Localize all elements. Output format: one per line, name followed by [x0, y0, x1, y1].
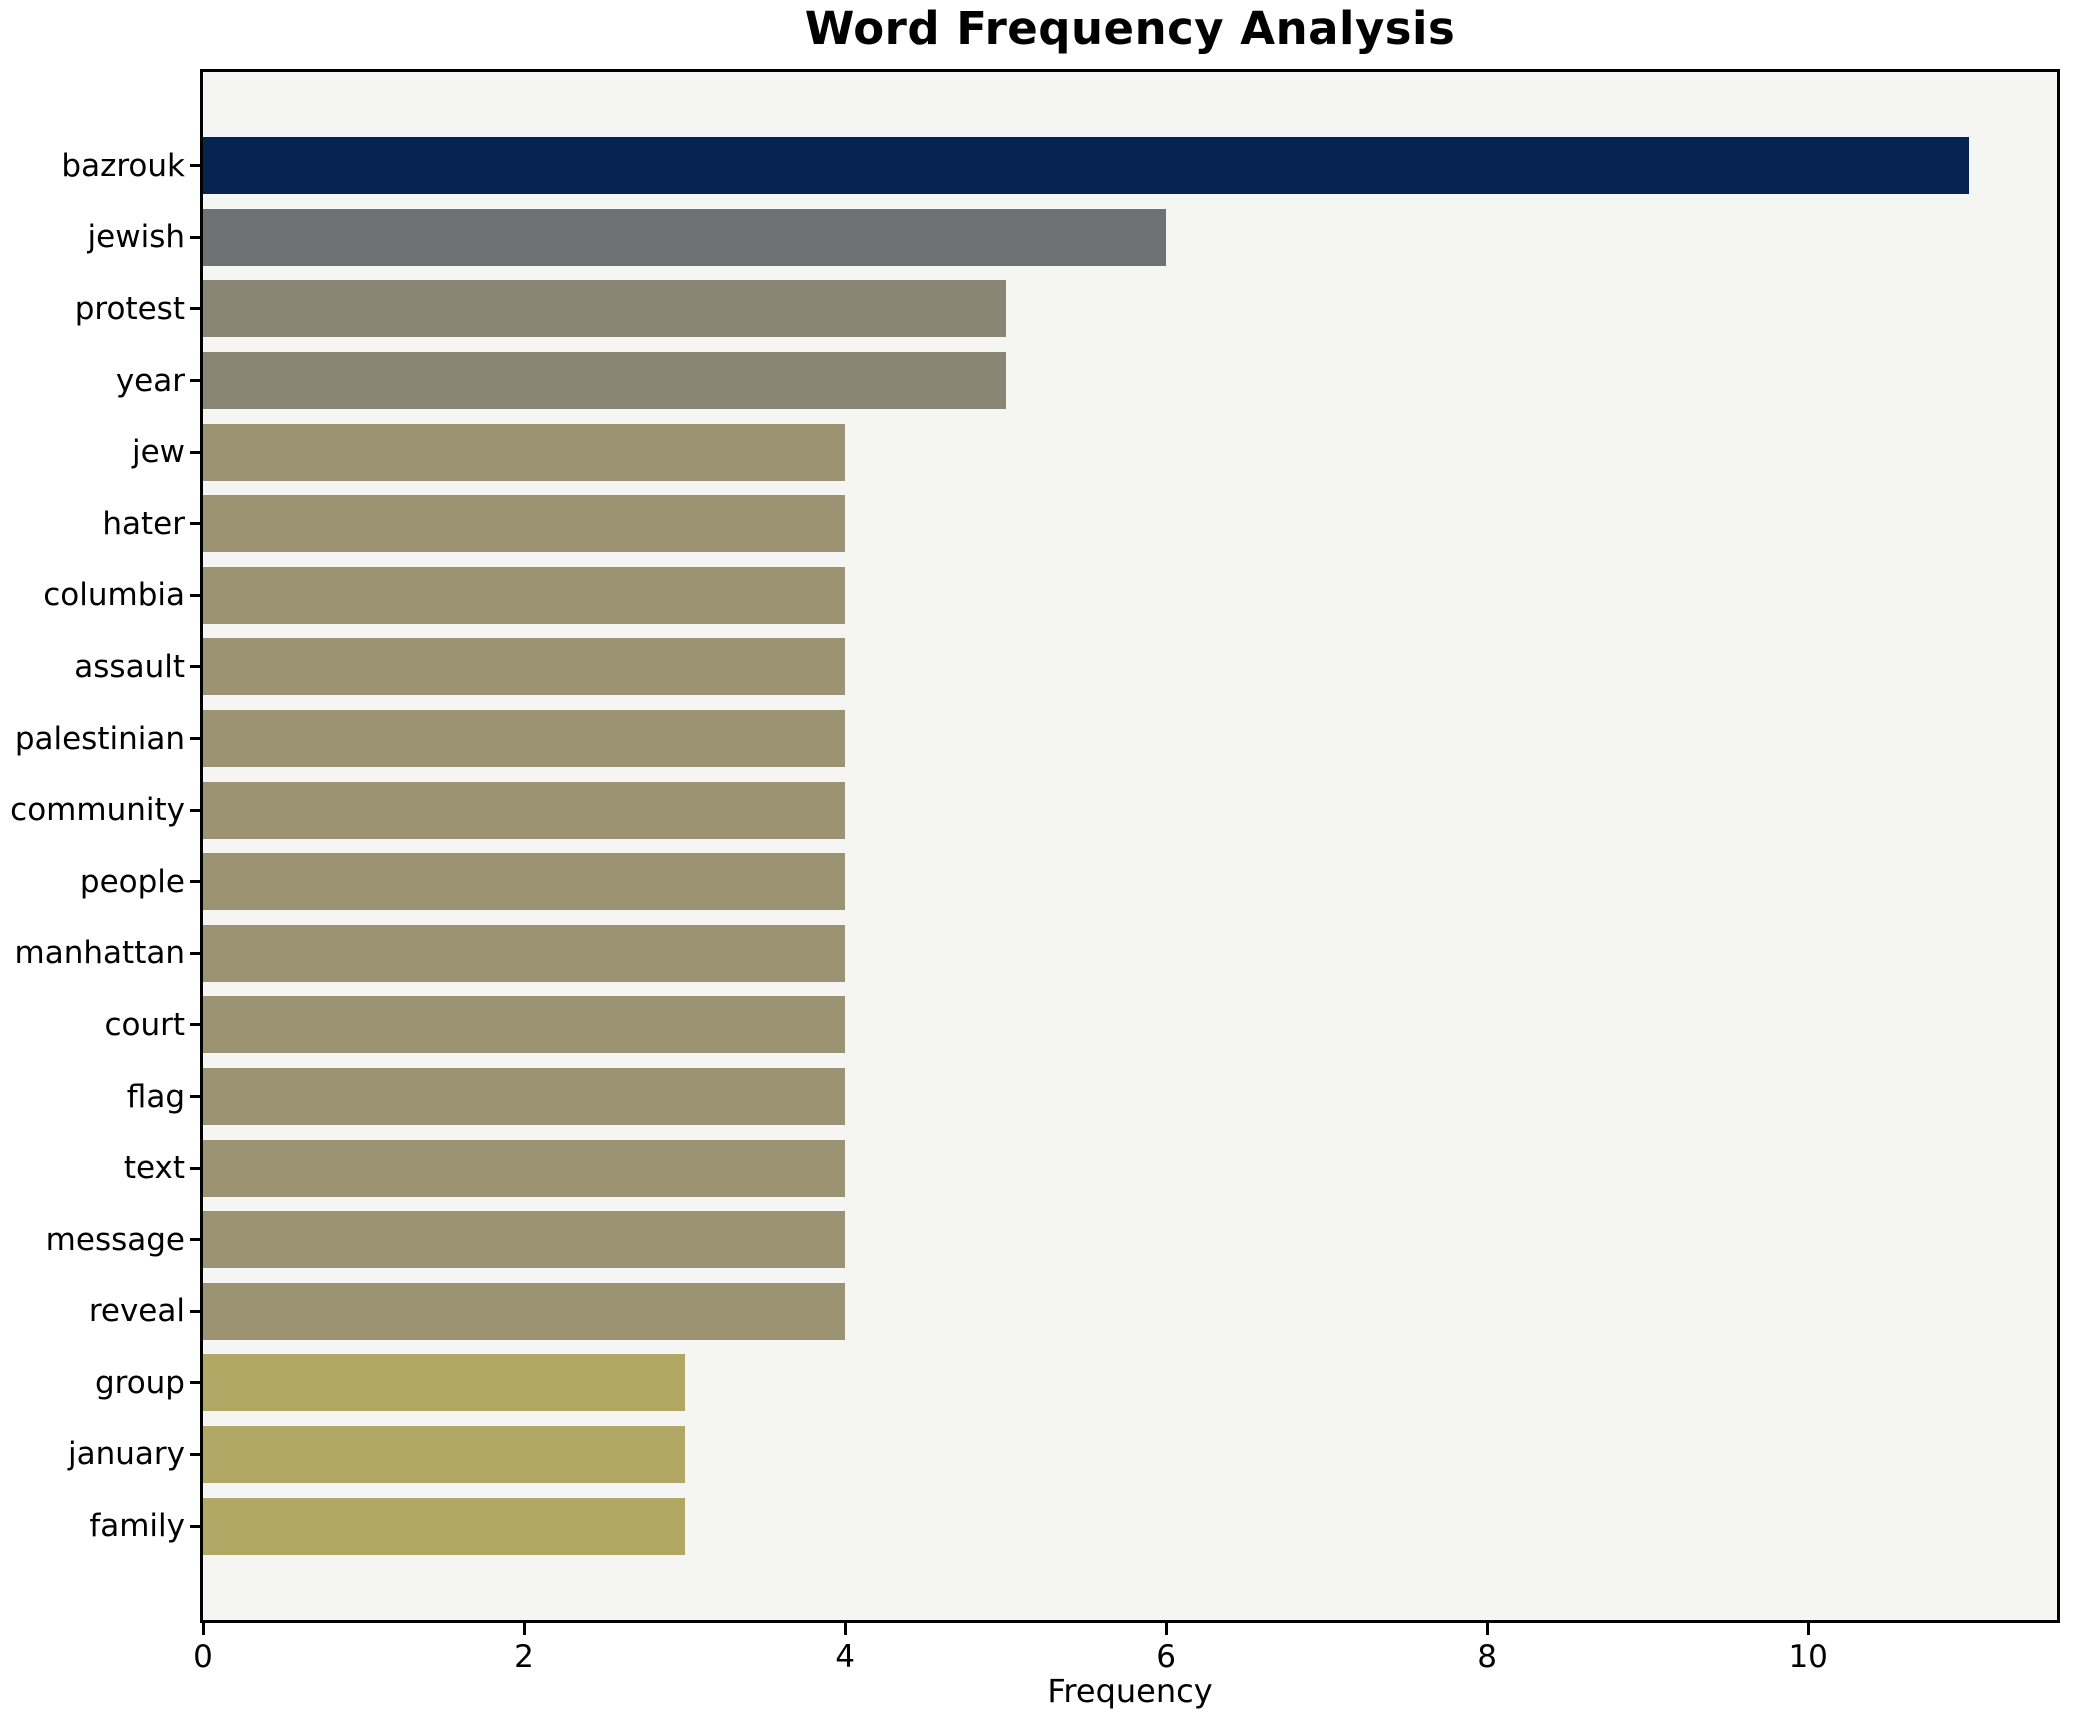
chart-row: protest: [75, 273, 2057, 345]
chart-row: message: [46, 1204, 2057, 1276]
chart-row: jewish: [88, 202, 2057, 274]
x-tick-mark: [1806, 1623, 1810, 1635]
chart-row: court: [104, 989, 2057, 1061]
y-category-label: message: [45, 1221, 185, 1258]
chart-row: columbia: [43, 560, 2057, 632]
x-tick-label: 4: [835, 1639, 855, 1675]
y-tick-mark: [190, 1238, 200, 1242]
y-category-label: text: [123, 1150, 185, 1187]
frequency-bar: [203, 710, 846, 768]
y-category-label: jew: [131, 434, 185, 471]
frequency-bar: [203, 1139, 846, 1197]
y-tick-mark: [190, 951, 200, 955]
chart-row: bazrouk: [61, 130, 2057, 202]
y-tick-mark: [190, 665, 200, 669]
y-category-label: flag: [126, 1078, 185, 1115]
bars-container: bazrouk jewish protest year jew hater columbia…: [10, 72, 2057, 1620]
frequency-bar: [203, 853, 846, 911]
frequency-bar: [203, 1425, 685, 1483]
y-category-label: columbia: [43, 577, 185, 614]
x-axis-title: Frequency: [1047, 1672, 1213, 1710]
y-category-label: manhattan: [14, 935, 185, 972]
y-tick-mark: [190, 1309, 200, 1313]
x-tick-label: 0: [193, 1639, 213, 1675]
y-category-label: jewish: [87, 219, 185, 256]
chart-row: assault: [74, 631, 2057, 703]
x-tick-label: 8: [1477, 1639, 1498, 1675]
frequency-bar: [203, 1354, 685, 1412]
frequency-bar: [203, 781, 846, 839]
chart-row: january: [68, 1419, 2057, 1491]
x-tick-mark: [522, 1623, 526, 1635]
y-category-label: hater: [102, 505, 185, 542]
frequency-bar: [203, 352, 1006, 410]
y-category-label: protest: [74, 290, 185, 327]
y-tick-mark: [190, 522, 200, 526]
y-tick-mark: [190, 1166, 200, 1170]
x-tick-label: 2: [514, 1639, 534, 1675]
y-category-label: reveal: [88, 1293, 185, 1330]
frequency-bar: [203, 423, 846, 481]
frequency-bar: [203, 638, 846, 696]
y-category-label: assault: [74, 648, 185, 685]
y-tick-mark: [190, 1381, 200, 1385]
y-category-label: year: [115, 362, 185, 399]
x-tick-mark: [843, 1623, 847, 1635]
frequency-bar: [203, 996, 846, 1054]
chart-row: people: [80, 846, 2057, 918]
chart-row: family: [89, 1490, 2057, 1562]
chart-row: community: [10, 774, 2057, 846]
y-category-label: bazrouk: [61, 147, 185, 184]
frequency-bar: [203, 1282, 846, 1340]
y-tick-mark: [190, 164, 200, 168]
y-category-label: january: [68, 1436, 185, 1473]
y-tick-mark: [190, 379, 200, 383]
y-tick-mark: [190, 737, 200, 741]
y-tick-mark: [190, 450, 200, 454]
frequency-bar: [203, 280, 1006, 338]
x-tick-label: 6: [1156, 1639, 1176, 1675]
frequency-bar: [203, 566, 846, 624]
frequency-bar: [203, 208, 1167, 266]
plot-area: bazrouk jewish protest year jew hater columbia…: [10, 69, 2060, 1623]
y-tick-mark: [190, 307, 200, 311]
frequency-bar: [203, 137, 1969, 195]
chart-row: text: [124, 1132, 2057, 1204]
y-category-label: group: [94, 1364, 185, 1401]
y-tick-mark: [190, 1452, 200, 1456]
x-tick-mark: [1164, 1623, 1168, 1635]
y-tick-mark: [190, 880, 200, 884]
chart-row: jew: [132, 416, 2057, 488]
frequency-bar: [203, 1211, 846, 1269]
y-tick-mark: [190, 808, 200, 812]
chart-row: palestinian: [15, 703, 2057, 775]
chart-row: manhattan: [15, 918, 2057, 990]
y-category-label: court: [104, 1006, 185, 1043]
frequency-bar: [203, 495, 846, 553]
chart-title: Word Frequency Analysis: [804, 2, 1456, 55]
x-tick-label: 10: [1788, 1639, 1828, 1675]
y-tick-mark: [190, 235, 200, 239]
y-category-label: people: [79, 863, 185, 900]
y-tick-mark: [190, 593, 200, 597]
x-axis: 0 2 4 6 8 10: [193, 1623, 2057, 1713]
y-category-label: palestinian: [14, 720, 185, 757]
chart-row: reveal: [89, 1276, 2057, 1348]
y-category-label: family: [89, 1508, 185, 1545]
x-tick-mark: [201, 1623, 205, 1635]
chart-row: year: [116, 345, 2057, 417]
frequency-bar: [203, 1068, 846, 1126]
y-tick-mark: [190, 1095, 200, 1099]
frequency-bar: [203, 924, 846, 982]
y-category-label: community: [10, 792, 185, 829]
chart-row: hater: [102, 488, 2057, 560]
chart-row: flag: [127, 1061, 2057, 1133]
y-tick-mark: [190, 1524, 200, 1528]
x-tick-mark: [1485, 1623, 1489, 1635]
chart-row: group: [95, 1347, 2057, 1419]
frequency-bar: [203, 1497, 685, 1555]
y-tick-mark: [190, 1023, 200, 1027]
